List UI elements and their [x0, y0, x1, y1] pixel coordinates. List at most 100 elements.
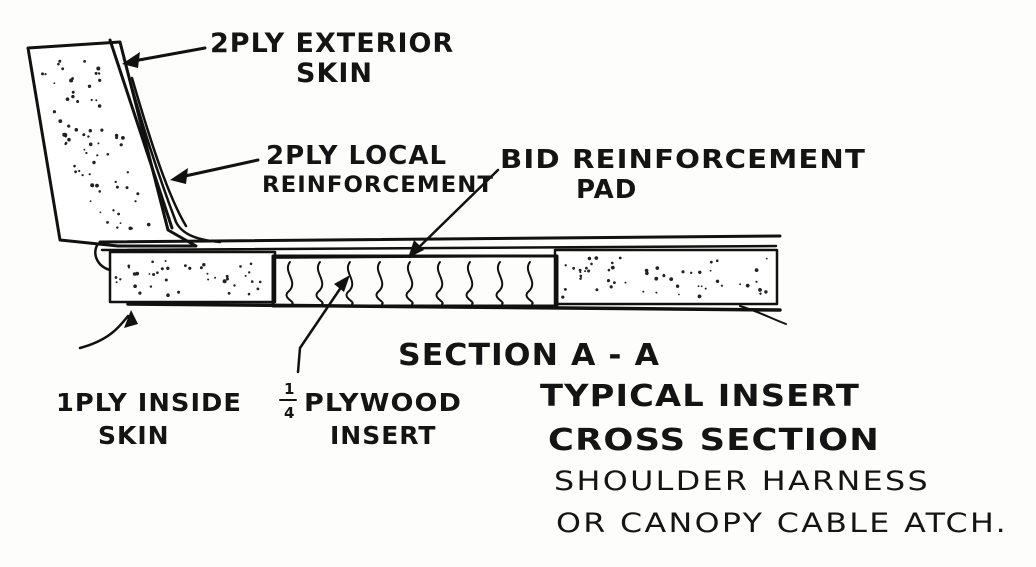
wood-grain-line	[375, 261, 384, 305]
panel-foam-dots	[114, 256, 768, 299]
foam-dot	[256, 287, 260, 291]
foam-dot	[58, 59, 62, 63]
foam-dot	[115, 281, 118, 284]
foam-dot	[119, 222, 122, 225]
foam-dot	[100, 128, 104, 132]
foam-dot	[88, 129, 93, 133]
foam-dot	[97, 104, 102, 108]
arrow-exterior-skin-head	[122, 52, 140, 68]
foam-dot	[156, 271, 159, 275]
local-reinforcement-ply	[122, 56, 222, 244]
foam-dot	[564, 288, 567, 291]
foam-dot	[594, 256, 599, 260]
foam-dot	[90, 98, 93, 102]
foam-dot	[655, 291, 658, 294]
foam-dot	[83, 148, 86, 151]
label-inside-skin-line2: SKIN	[98, 421, 170, 450]
foam-dot	[76, 100, 80, 103]
label-bid-pad-line1: BID REINFORCEMENT	[500, 145, 866, 175]
foam-dot	[764, 290, 768, 294]
exterior-skin-line-top	[98, 234, 782, 244]
foam-dot	[81, 174, 84, 177]
foam-dot	[85, 151, 88, 155]
foam-dot	[117, 212, 120, 216]
foam-dot	[755, 280, 758, 283]
foam-dot	[587, 256, 592, 261]
foam-dot	[624, 281, 627, 284]
wall-foam-dots	[41, 59, 151, 231]
foam-dot	[152, 273, 156, 276]
foam-dot	[119, 143, 123, 147]
foam-dot	[160, 267, 164, 271]
foam-dot	[225, 274, 229, 278]
foam-dot	[83, 60, 86, 63]
foam-dot	[53, 82, 56, 85]
foam-dot	[579, 271, 582, 274]
foam-dot	[138, 291, 142, 295]
wood-grain-line	[525, 261, 534, 305]
foam-dot	[247, 292, 251, 296]
foam-dot	[214, 276, 217, 279]
foam-dot	[166, 293, 170, 298]
foam-dot	[609, 285, 613, 289]
foam-dot	[126, 171, 129, 174]
foam-dot	[199, 266, 203, 270]
foam-dot	[89, 200, 92, 203]
foam-dot	[88, 173, 91, 176]
foam-dot	[74, 128, 79, 132]
foam-dot	[250, 280, 254, 283]
foam-dot	[595, 288, 599, 292]
foam-dot	[239, 265, 242, 268]
foam-dot	[96, 66, 101, 71]
foam-dot	[678, 293, 680, 296]
foam-dot	[754, 268, 759, 272]
side-wall-inner-line	[108, 38, 174, 230]
foam-dot	[133, 284, 137, 289]
plywood-grain	[285, 261, 534, 305]
foam-dot	[578, 268, 582, 272]
foam-dot	[715, 279, 720, 283]
foam-dot	[64, 141, 68, 145]
foam-dot	[720, 284, 724, 287]
arrow-inside-skin-head	[124, 310, 138, 328]
foam-dot	[58, 119, 63, 123]
foam-dot	[166, 266, 170, 270]
foam-dot	[87, 135, 90, 138]
foam-dot	[71, 94, 75, 99]
plywood-insert-block	[271, 254, 559, 308]
foam-dot	[606, 279, 611, 283]
foam-dot	[244, 274, 247, 277]
arrow-bid-pad-head	[408, 240, 424, 258]
panel-foam-right	[553, 248, 779, 306]
foam-dot	[587, 269, 591, 273]
skin-tail	[739, 305, 787, 325]
foam-dot	[134, 200, 137, 203]
foam-dot	[164, 278, 168, 282]
foam-dot	[715, 259, 719, 263]
foam-dot	[590, 262, 593, 266]
foam-dot	[709, 260, 713, 264]
arrow-bid-pad	[410, 168, 500, 256]
foam-dot	[690, 271, 693, 274]
foam-dot	[610, 265, 615, 270]
foam-dot	[114, 133, 119, 138]
foam-dot	[135, 271, 140, 276]
foam-dot	[97, 72, 101, 75]
foam-dot	[98, 78, 102, 82]
foam-dot	[645, 271, 649, 276]
arrow-local-reinforcement-head	[170, 168, 188, 184]
label-local-reinforcement-line2: REINFORCEMENT	[262, 173, 494, 198]
foam-dot	[655, 266, 660, 270]
foam-dot	[681, 270, 685, 274]
foam-dot	[759, 292, 762, 295]
foam-dot	[106, 221, 109, 224]
foam-dot	[564, 264, 567, 267]
foam-dot	[61, 67, 65, 71]
foam-dot	[99, 211, 102, 214]
foam-dot	[675, 284, 680, 288]
foam-dot	[136, 192, 140, 196]
foam-dot	[71, 77, 74, 80]
foam-dot	[73, 164, 76, 168]
